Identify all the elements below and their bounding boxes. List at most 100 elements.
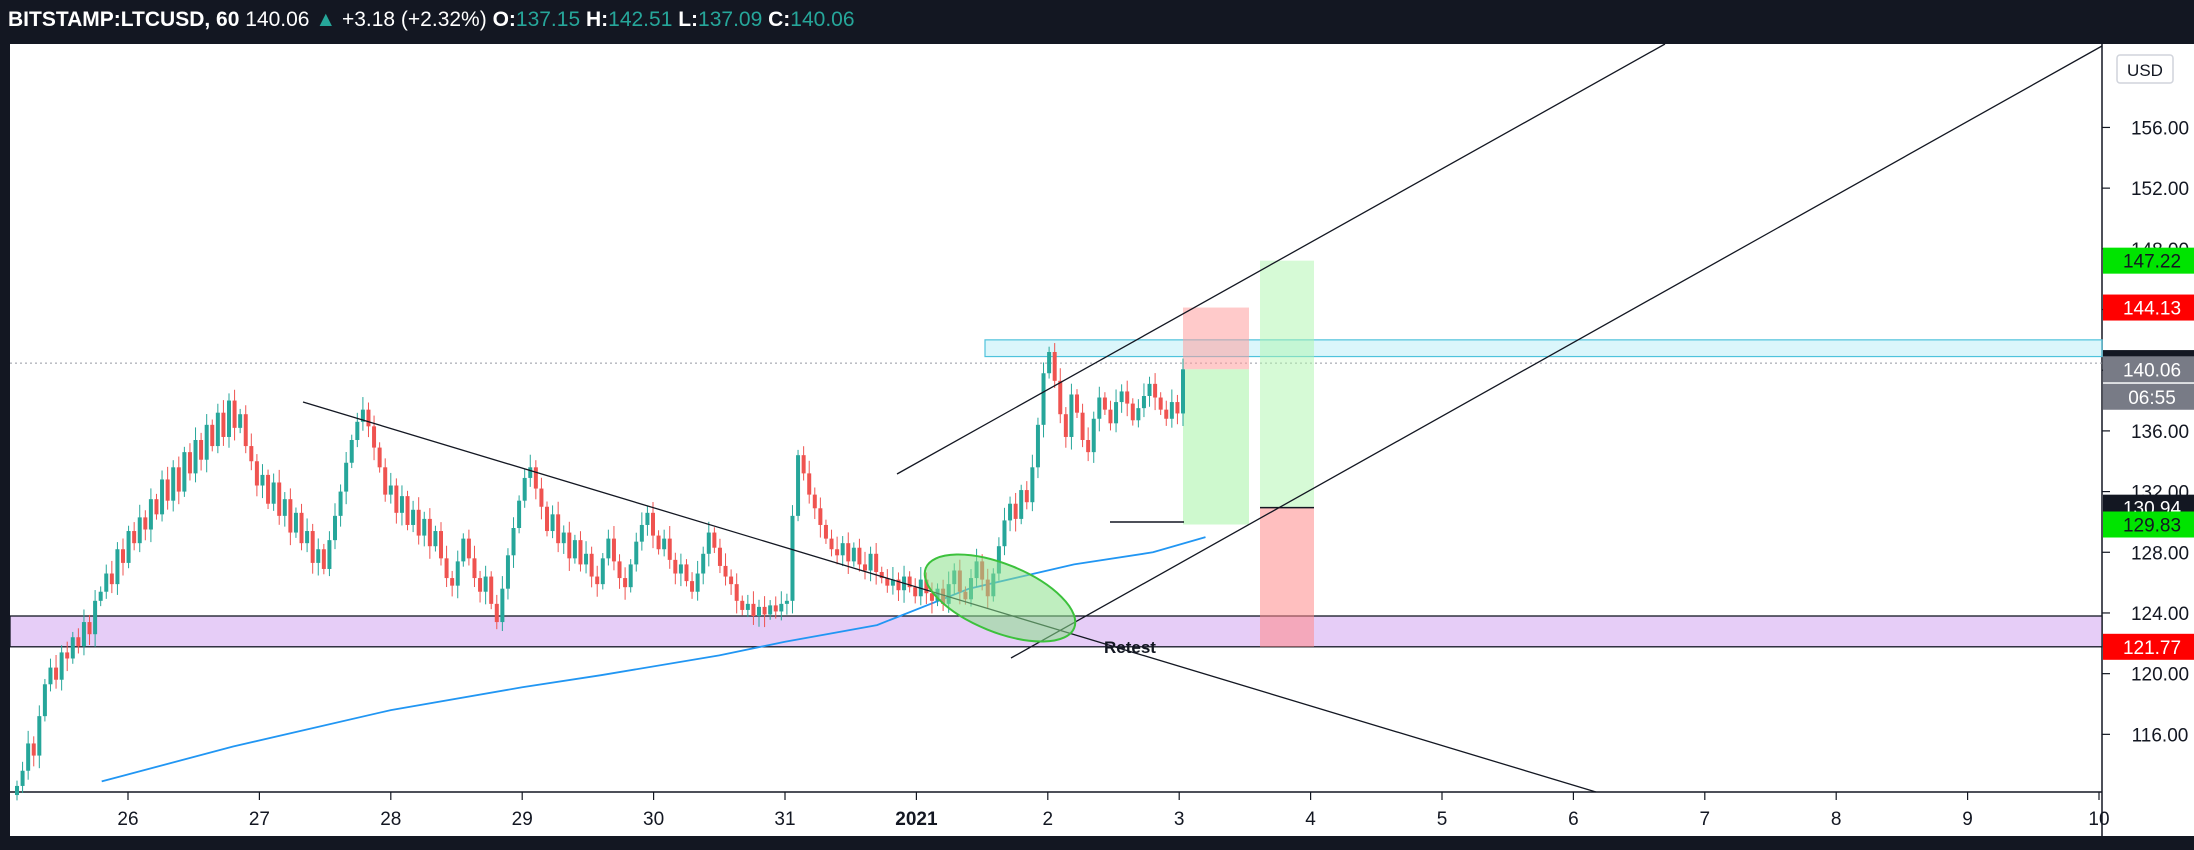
candle-body: [204, 424, 209, 460]
position-a-target: [1183, 369, 1249, 525]
price-badges: 147.22144.13140.47140.0606:55130.94129.8…: [2103, 247, 2194, 660]
candle-body: [812, 494, 817, 509]
candle-body: [667, 538, 672, 560]
consolidation-ellipse[interactable]: [913, 537, 1087, 660]
candle: [260, 464, 265, 499]
candle-body: [132, 531, 137, 544]
candle: [550, 505, 555, 539]
high-value: 142.51: [608, 8, 673, 31]
candle-body: [623, 578, 628, 588]
channel-lower-line[interactable]: [1010, 45, 2103, 659]
candle: [227, 393, 231, 448]
candle-body: [1086, 440, 1091, 453]
candle: [606, 529, 611, 566]
currency-button[interactable]: [2116, 54, 2174, 84]
candle: [1024, 481, 1029, 510]
candle: [690, 572, 695, 599]
candle: [745, 594, 750, 618]
candle: [885, 569, 890, 593]
candle: [533, 460, 538, 500]
candle: [104, 564, 109, 599]
candle: [701, 546, 706, 585]
candle: [678, 553, 683, 587]
candle: [282, 492, 287, 527]
candle: [1147, 376, 1152, 407]
trendline-layer: [302, 43, 2103, 793]
candle-body: [450, 578, 455, 586]
candle: [383, 458, 388, 502]
candle-body: [740, 600, 745, 610]
channel-upper-line[interactable]: [896, 43, 1666, 475]
candle: [1181, 358, 1185, 427]
candle: [779, 591, 784, 621]
candle-body: [545, 506, 549, 532]
candle-body: [1147, 383, 1152, 396]
candle-body: [1058, 380, 1063, 415]
candle-body: [1119, 391, 1124, 403]
price-axis[interactable]: [2102, 44, 2194, 836]
candle: [42, 678, 47, 722]
candle: [461, 533, 466, 567]
candle-body: [1035, 424, 1040, 468]
candle: [199, 432, 204, 471]
candle: [790, 505, 795, 614]
candle-body: [327, 540, 332, 569]
candle: [399, 485, 404, 526]
candle-body: [600, 558, 605, 585]
candle-body: [171, 467, 176, 501]
plot-area[interactable]: [10, 44, 2102, 792]
candle-body: [427, 518, 432, 547]
candle-body: [1175, 402, 1180, 414]
candle: [801, 446, 806, 481]
candle-body: [734, 584, 739, 601]
candle: [48, 658, 53, 692]
candle-body: [751, 603, 756, 616]
time-tick-label: 2: [1043, 809, 1054, 830]
candle-body: [399, 496, 404, 513]
candle: [1035, 417, 1040, 479]
candle: [684, 559, 689, 587]
candle-body: [656, 535, 661, 550]
candle: [545, 501, 549, 537]
candle-body: [606, 538, 611, 559]
candle: [1002, 507, 1007, 556]
candle: [751, 591, 756, 625]
candle: [1091, 411, 1096, 463]
candle: [321, 543, 326, 575]
candle-body: [338, 491, 343, 516]
candle: [717, 538, 722, 574]
retest-label[interactable]: Retest: [1104, 638, 1156, 657]
candle: [511, 517, 516, 568]
candle: [807, 460, 812, 504]
symbol-name[interactable]: BITSTAMP:LTCUSD, 60: [8, 8, 240, 31]
time-tick-label: 29: [512, 809, 533, 830]
candle: [182, 446, 187, 497]
candle: [293, 507, 298, 538]
candle-body: [823, 524, 828, 539]
price-badge: [2103, 247, 2194, 274]
candle: [829, 529, 834, 557]
candle-body: [807, 473, 812, 495]
candle-body: [929, 593, 934, 601]
candle: [796, 449, 801, 522]
candle-body: [1075, 394, 1079, 413]
resistance-zone: [984, 339, 2103, 358]
candle-body: [907, 576, 912, 588]
candle: [349, 434, 354, 469]
time-tick-label: 28: [380, 809, 401, 830]
candle: [472, 545, 477, 588]
candle-body: [567, 532, 572, 559]
candle: [1119, 384, 1124, 413]
time-axis[interactable]: [10, 792, 2102, 836]
price-tick-label: 152.00: [2131, 179, 2189, 200]
candle: [773, 596, 778, 619]
candle: [132, 522, 137, 551]
candle: [851, 542, 856, 567]
candle: [450, 570, 455, 597]
candle: [1075, 389, 1079, 418]
candle: [840, 536, 845, 567]
candle: [411, 500, 416, 533]
candle: [667, 526, 672, 569]
candle: [455, 550, 460, 599]
